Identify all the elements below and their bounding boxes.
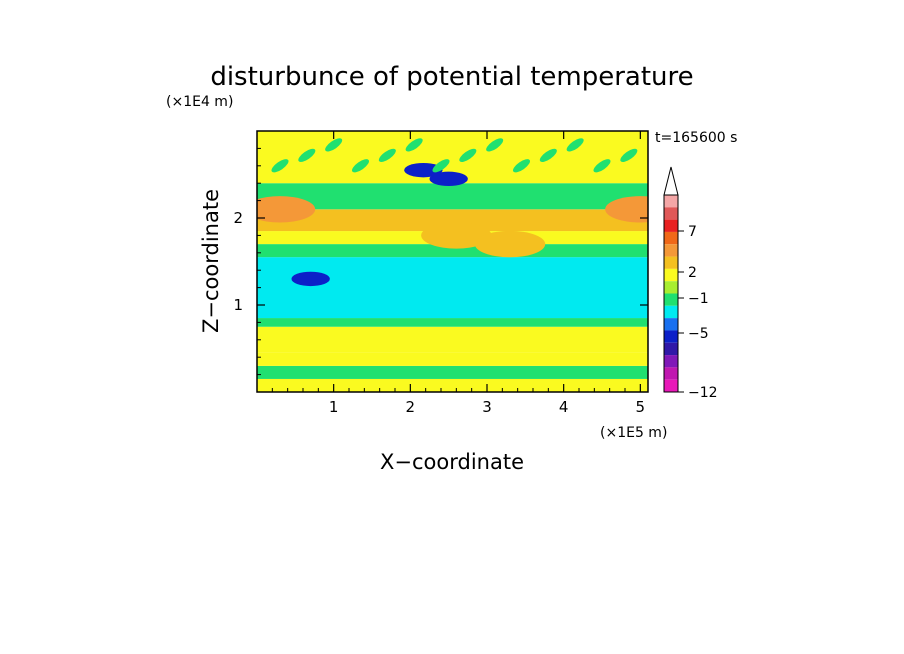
colorbar-frame: [663, 194, 679, 393]
y-tick-label: 2: [233, 209, 243, 227]
colorbar-swatch: [664, 342, 678, 356]
colorbar-label: −5: [688, 326, 709, 342]
colorbar-swatch: [664, 244, 678, 257]
field-streak-9: [512, 159, 531, 173]
field-streak-12: [593, 159, 611, 173]
colorbar-swatch: [664, 367, 678, 380]
colorbar-label: 7: [688, 224, 697, 240]
colorbar-label: −1: [688, 291, 709, 307]
field-streak-5: [405, 138, 423, 152]
colorbar-swatch: [664, 207, 678, 220]
colorbar-swatch: [664, 318, 678, 331]
field-streak-11: [566, 138, 584, 152]
field-band-9: [257, 183, 648, 210]
field-band-5: [257, 257, 648, 319]
y-axis-label: Z−coordinate: [199, 189, 223, 333]
field-feature-3: [257, 196, 316, 223]
field-streak-6: [432, 159, 450, 173]
x-axis-label: X−coordinate: [380, 450, 524, 474]
field-feature-2: [291, 271, 330, 287]
colorbar-swatch: [664, 195, 678, 208]
field-feature-6: [474, 230, 546, 258]
field-streak-3: [351, 159, 370, 173]
colorbar-swatch: [664, 305, 678, 319]
colorbar-label: −12: [688, 385, 718, 401]
y-tick-label: 1: [233, 296, 243, 314]
field-streak-4: [378, 148, 396, 162]
x-tick-label: 3: [482, 398, 492, 416]
field-feature-1: [429, 171, 468, 187]
time-label: t=165600 s: [655, 130, 737, 146]
colorbar-swatch: [664, 379, 678, 392]
colorbar-extend-arrow: [663, 166, 679, 196]
x-tick-label: 2: [406, 398, 416, 416]
plot-frame: [256, 130, 649, 393]
colorbar: 7 2 −1 −5 −12: [663, 166, 718, 401]
field-streak-10: [539, 148, 557, 162]
x-tick-label: 5: [636, 398, 646, 416]
field-streak-7: [459, 148, 477, 162]
field-streak-8: [486, 138, 504, 152]
y-unit-label: (×1E4 m): [166, 94, 233, 110]
x-tick-label: 1: [329, 398, 339, 416]
colorbar-swatch: [664, 355, 678, 368]
colorbar-swatch: [664, 231, 678, 245]
y-axis: 12: [233, 147, 648, 376]
colorbar-swatch: [664, 256, 678, 269]
field-streak-13: [620, 148, 638, 162]
field-band-4: [257, 318, 648, 327]
field-band-1: [257, 365, 648, 379]
x-tick-label: 4: [559, 398, 569, 416]
colorbar-swatch: [664, 281, 678, 294]
field-band-2: [257, 352, 648, 366]
field-streak-0: [271, 159, 289, 173]
field-streak-1: [298, 148, 316, 162]
chart-title: disturbunce of potential temperature: [210, 62, 693, 92]
x-unit-label: (×1E5 m): [600, 425, 667, 441]
field-band-0: [257, 378, 648, 392]
field-feature-0: [404, 162, 443, 178]
colorbar-swatch: [664, 330, 678, 343]
field-streak-2: [325, 138, 343, 152]
x-axis: 1 2 3 4 5: [271, 131, 646, 416]
field-band-8: [257, 209, 648, 232]
colorbar-label: 2: [688, 265, 697, 281]
field-band-3: [257, 326, 648, 353]
colorbar-swatch: [664, 268, 678, 282]
colorbar-swatch: [664, 293, 678, 306]
field-feature-4: [605, 196, 648, 223]
colorbar-swatch: [664, 219, 678, 232]
heatmap-field: [257, 131, 648, 392]
field-band-6: [257, 244, 648, 258]
field-feature-5: [421, 222, 492, 249]
